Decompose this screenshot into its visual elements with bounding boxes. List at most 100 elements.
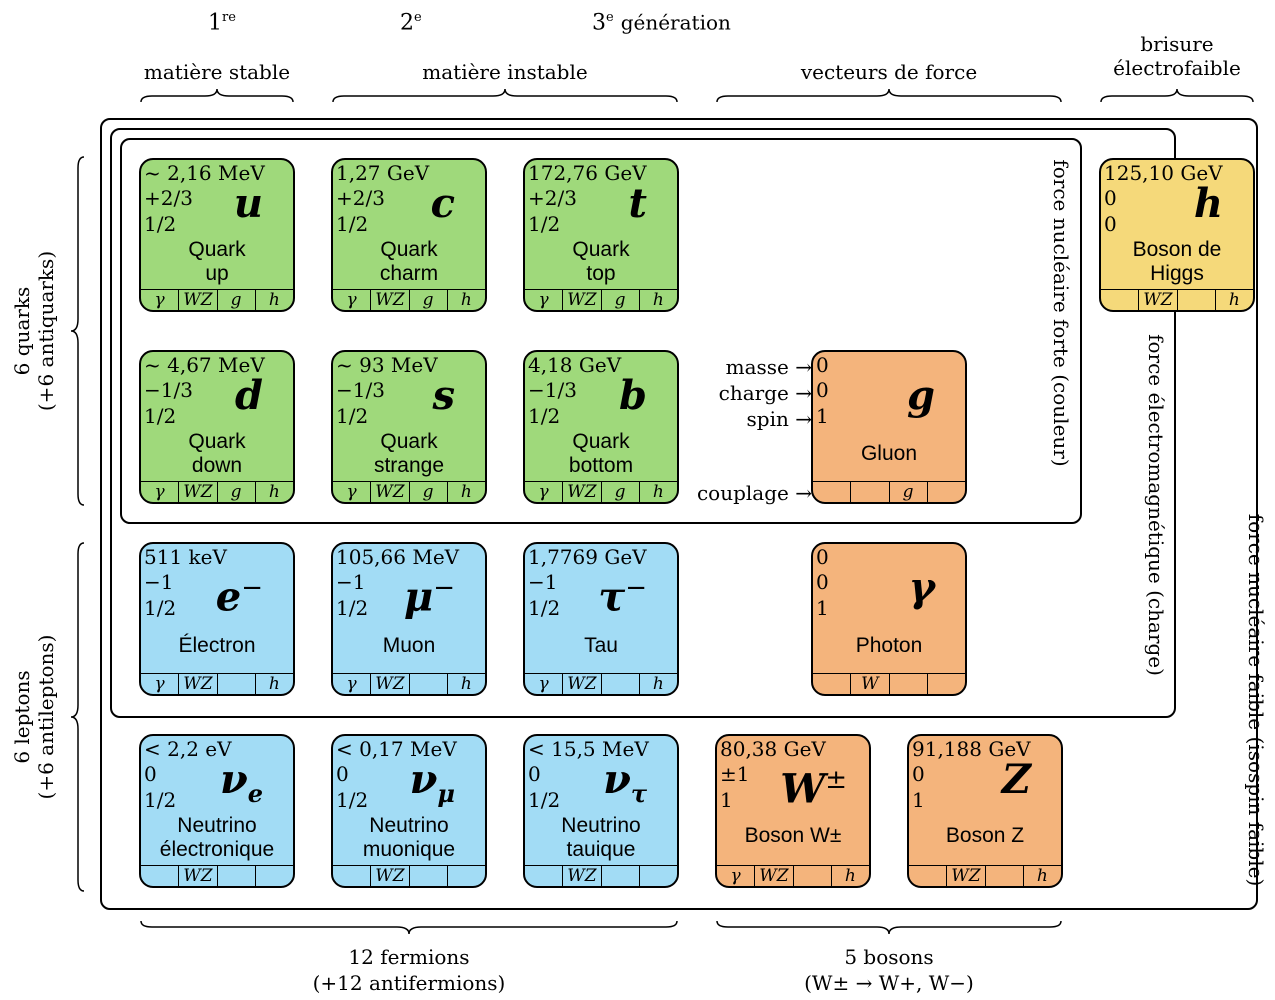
coupling-cell [602,866,640,886]
coupling-cell [256,866,293,886]
particle-card-photon[interactable]: 0 0 1 γ Photon W [811,542,967,696]
coupling-cell: γ [525,674,564,694]
spin-value: 1/2 [336,596,369,620]
charge-value: 0 [144,762,157,786]
coupling-cell: h [844,866,856,886]
coupling-row: g [813,481,965,502]
charge-value: 0 [528,762,541,786]
particle-card-electron[interactable]: 511 keV −1 1/2 e− Électron γ WZ h [139,542,295,696]
particle-symbol: γ [908,564,935,611]
particle-card-up[interactable]: ~ 2,16 MeV +2/3 1/2 u Quark up γ WZ g h [139,158,295,312]
mass-value: 91,188 GeV [912,737,1031,761]
brace-stable [140,88,294,103]
coupling-row: γ WZ h [141,673,293,694]
particle-name: Quark up [188,238,246,285]
coupling-cell [928,482,965,502]
particle-symbol: W± [780,765,847,813]
coupling-cell: h [268,482,280,502]
coupling-cell [1101,290,1140,310]
brace-fermions [140,920,678,935]
particle-card-w-boson[interactable]: 80,38 GeV ±1 1 W± Boson W± γ WZ h [715,734,871,888]
spin-value: 1/2 [528,788,561,812]
particle-card-tau-neutrino[interactable]: < 15,5 MeV 0 1/2 ντ Neutrino tauique WZ [523,734,679,888]
mass-value: ~ 2,16 MeV [144,161,265,185]
particle-card-tau[interactable]: 1,7769 GeV −1 1/2 τ− Tau γ WZ h [523,542,679,696]
spin-value: 1/2 [144,212,177,236]
particle-card-top[interactable]: 172,76 GeV +2/3 1/2 t Quark top γ WZ g h [523,158,679,312]
mass-value: 125,10 GeV [1104,161,1223,185]
coupling-cell: h [652,290,664,310]
coupling-row: W [813,673,965,694]
coupling-cell: WZ [371,866,410,886]
particle-symbol: u [233,180,263,227]
charge-value: −1/3 [336,378,385,402]
coupling-cell: WZ [947,866,986,886]
coupling-cell [141,866,180,886]
charge-value: 0 [816,378,829,402]
particle-symbol: νe [219,756,263,809]
mass-value: 0 [816,545,829,569]
coupling-row: γ WZ g h [333,289,485,310]
spin-value: 1/2 [336,212,369,236]
coupling-cell: WZ [563,866,602,886]
particle-card-z-boson[interactable]: 91,188 GeV 0 1 Z Boson Z WZ h [907,734,1063,888]
brace-quarks [70,156,85,506]
particle-symbol: μ− [403,573,455,621]
coupling-cell: γ [525,290,564,310]
coupling-cell: h [652,674,664,694]
coupling-cell [986,866,1024,886]
coupling-row: γ WZ g h [333,481,485,502]
particle-card-charm[interactable]: 1,27 GeV +2/3 1/2 c Quark charm γ WZ g h [331,158,487,312]
coupling-cell: γ [141,290,180,310]
charge-value: +2/3 [144,186,193,210]
mass-value: < 0,17 MeV [336,737,457,761]
particle-name: Électron [178,634,256,657]
mass-value: 105,66 MeV [336,545,460,569]
mass-value: 80,38 GeV [720,737,826,761]
coupling-cell: g [602,290,640,310]
mass-value: 172,76 GeV [528,161,647,185]
charge-value: −1 [336,570,366,594]
coupling-cell: WZ [179,674,218,694]
particle-name: Boson Z [945,824,1025,847]
coupling-row: γ WZ h [525,673,677,694]
legend-mass: masse → [725,355,812,379]
coupling-cell: γ [141,674,180,694]
particle-card-muon[interactable]: 105,66 MeV −1 1/2 μ− Muon γ WZ h [331,542,487,696]
generation-3-label: 3e génération [592,10,731,36]
coupling-cell: WZ [371,482,410,502]
coupling-cell: WZ [371,674,410,694]
coupling-row: WZ h [1101,289,1253,310]
particle-card-down[interactable]: ~ 4,67 MeV −1/3 1/2 d Quark down γ WZ g h [139,350,295,504]
label-weak-force: force nucléaire faible (isospin faible) [1244,513,1268,887]
legend-charge: charge → [718,381,812,405]
particle-name: Quark top [572,238,630,285]
coupling-cell [1178,290,1216,310]
generation-1-label: 1re [208,10,236,36]
coupling-cell: γ [141,482,180,502]
coupling-cell: g [218,290,256,310]
legend-coupling: couplage → [696,481,812,505]
mass-value: ~ 4,67 MeV [144,353,265,377]
brace-unstable [332,88,678,103]
coupling-cell: h [460,290,472,310]
coupling-cell [928,674,965,694]
brace-force-vectors [716,88,1062,103]
particle-name: Quark bottom [568,430,634,477]
header-unstable-matter: matière instable [422,60,588,84]
particle-card-higgs[interactable]: 125,10 GeV 0 0 h Boson de Higgs WZ h [1099,158,1255,312]
footer-bosons: 5 bosons (W± → W+, W−) [804,945,974,995]
label-strong-force: force nucléaire forte (couleur) [1049,159,1073,467]
particle-name: Quark strange [373,430,445,477]
header-stable-matter: matière stable [143,60,291,84]
particle-card-electron-neutrino[interactable]: < 2,2 eV 0 1/2 νe Neutrino électronique … [139,734,295,888]
particle-symbol: e− [215,573,263,621]
particle-card-gluon[interactable]: 0 0 1 g Gluon g [811,350,967,504]
particle-card-strange[interactable]: ~ 93 MeV −1/3 1/2 s Quark strange γ WZ g h [331,350,487,504]
spin-value: 1/2 [336,788,369,812]
charge-value: −1/3 [144,378,193,402]
particle-name: Neutrino muonique [362,814,456,861]
particle-card-bottom[interactable]: 4,18 GeV −1/3 1/2 b Quark bottom γ WZ g h [523,350,679,504]
particle-card-muon-neutrino[interactable]: < 0,17 MeV 0 1/2 νμ Neutrino muonique WZ [331,734,487,888]
spin-value: 1/2 [144,596,177,620]
